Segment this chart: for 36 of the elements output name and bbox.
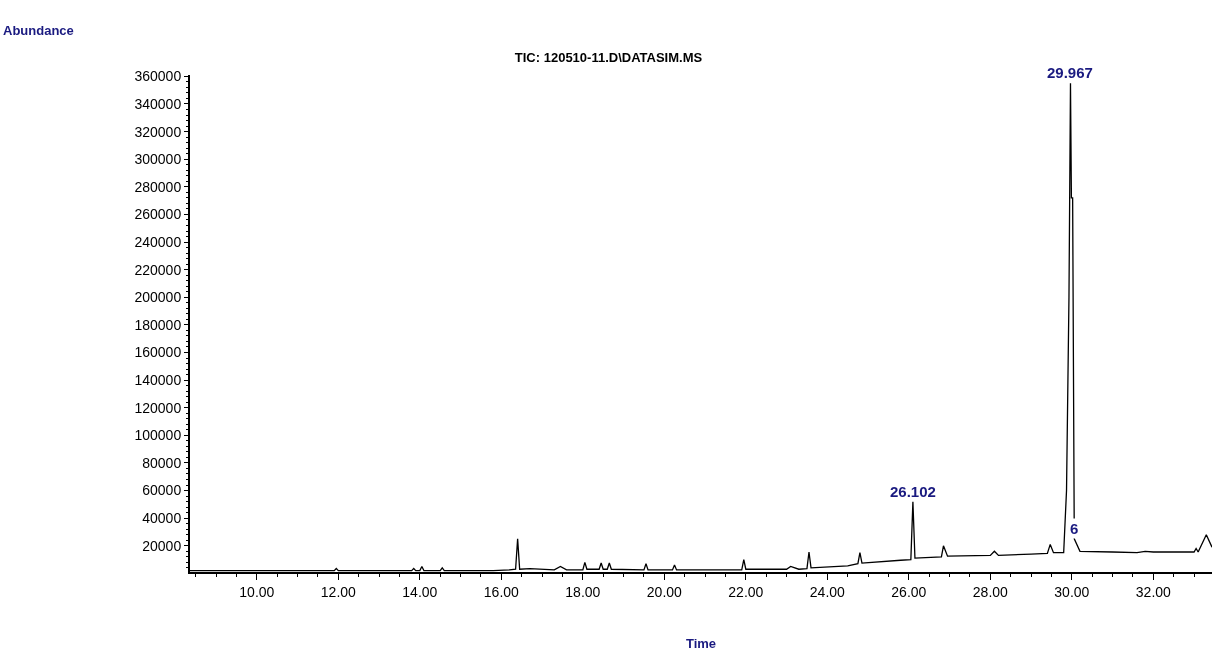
y-tick-label: 220000 [134,261,182,278]
y-tick-label: 340000 [134,95,182,112]
x-tick-label: 28.00 [972,583,1009,600]
x-tick-label: 26.00 [891,583,927,600]
y-tick-label: 280000 [134,178,182,195]
y-tick-label: 20000 [142,537,182,554]
y-tick-label: 80000 [142,454,182,471]
x-axis-title: Time [685,635,717,651]
annotation: 29.967 [1047,64,1093,81]
y-tick-label: 200000 [134,289,182,306]
y-tick-label: 240000 [134,233,182,250]
text: Abundance [3,23,74,38]
x-tick-label: 20.00 [646,583,683,600]
y-tick-label: 260000 [134,206,182,223]
x-tick-label: 24.00 [809,583,846,600]
y-tick-label: 40000 [142,510,182,527]
y-tick-label: 160000 [134,344,182,361]
y-tick-label: 140000 [134,372,182,388]
x-tick-label: 30.00 [1054,583,1090,600]
chart-title: TIC: 120510-11.D\DATASIM.MS [514,50,703,66]
annotation: 6 [1070,520,1079,537]
y-tick-label: 360000 [134,68,182,85]
x-tick-label: 18.00 [565,583,601,600]
x-tick-label: 10.00 [239,583,275,600]
x-tick-label: 32.00 [1135,583,1172,600]
y-tick-label: 100000 [134,427,182,444]
y-tick-label: 300000 [134,151,182,168]
x-tick-label: 22.00 [728,583,764,600]
y-tick-label: 60000 [142,482,182,499]
x-tick-label: 14.00 [402,583,438,600]
x-tick-label: 12.00 [320,583,357,600]
y-tick-label: 320000 [134,123,182,140]
x-tick-label: 16.00 [483,583,520,600]
annotation: 26.102 [890,483,936,500]
y-tick-label: 120000 [134,399,182,416]
y-tick-label: 180000 [134,316,182,333]
